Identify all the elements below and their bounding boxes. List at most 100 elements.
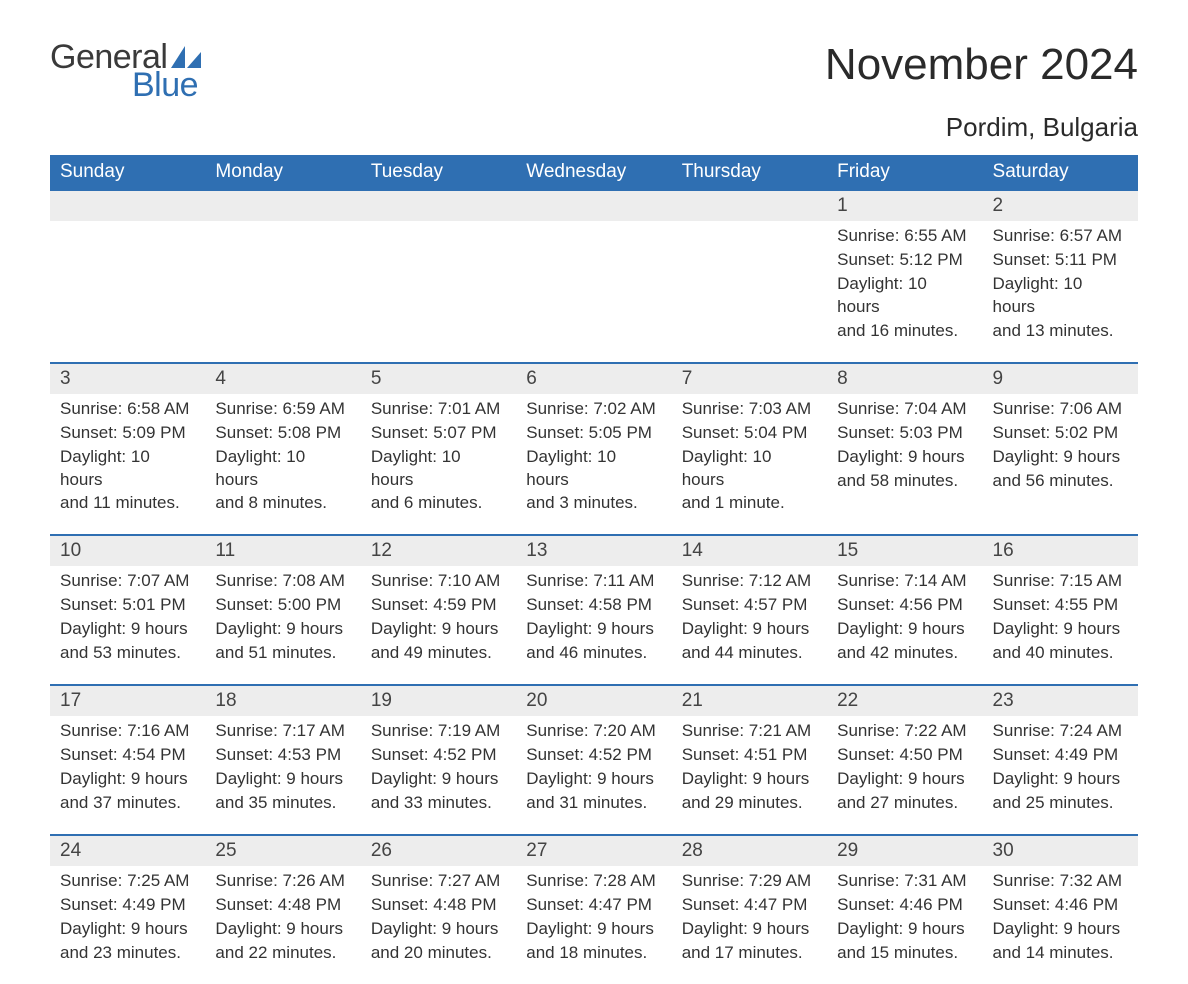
day-dl2: and 14 minutes. xyxy=(993,942,1128,965)
day-dl1: Daylight: 9 hours xyxy=(371,618,506,641)
week-details-row: Sunrise: 7:07 AMSunset: 5:01 PMDaylight:… xyxy=(50,566,1138,685)
day-dl2: and 27 minutes. xyxy=(837,792,972,815)
day-sr: Sunrise: 7:19 AM xyxy=(371,720,506,743)
day-number-cell: 8 xyxy=(827,363,982,394)
day-dl2: and 11 minutes. xyxy=(60,492,195,515)
day-dl2: and 49 minutes. xyxy=(371,642,506,665)
day-dl2: and 56 minutes. xyxy=(993,470,1128,493)
day-detail-cell: Sunrise: 7:03 AMSunset: 5:04 PMDaylight:… xyxy=(672,394,827,536)
day-number-cell: 24 xyxy=(50,835,205,866)
day-dl2: and 13 minutes. xyxy=(993,320,1128,343)
day-detail-cell: Sunrise: 7:15 AMSunset: 4:55 PMDaylight:… xyxy=(983,566,1138,685)
day-dl1: Daylight: 10 hours xyxy=(682,446,817,492)
day-dl2: and 51 minutes. xyxy=(215,642,350,665)
week-details-row: Sunrise: 6:58 AMSunset: 5:09 PMDaylight:… xyxy=(50,394,1138,536)
day-dl1: Daylight: 9 hours xyxy=(526,918,661,941)
day-number-cell: 18 xyxy=(205,685,360,716)
brand-logo: General Blue xyxy=(50,40,201,102)
week-daynum-row: 12 xyxy=(50,190,1138,221)
day-ss: Sunset: 5:00 PM xyxy=(215,594,350,617)
day-dl2: and 40 minutes. xyxy=(993,642,1128,665)
day-number-cell: 1 xyxy=(827,190,982,221)
day-ss: Sunset: 4:55 PM xyxy=(993,594,1128,617)
day-number-cell: 29 xyxy=(827,835,982,866)
day-number-cell: 14 xyxy=(672,535,827,566)
day-dl1: Daylight: 9 hours xyxy=(60,768,195,791)
day-detail-cell xyxy=(516,221,671,363)
day-number-cell: 9 xyxy=(983,363,1138,394)
day-ss: Sunset: 4:48 PM xyxy=(215,894,350,917)
day-sr: Sunrise: 7:08 AM xyxy=(215,570,350,593)
day-number-cell: 5 xyxy=(361,363,516,394)
day-detail-cell: Sunrise: 7:16 AMSunset: 4:54 PMDaylight:… xyxy=(50,716,205,835)
day-dl2: and 17 minutes. xyxy=(682,942,817,965)
day-number-cell: 26 xyxy=(361,835,516,866)
weekday-header: Tuesday xyxy=(361,155,516,190)
day-sr: Sunrise: 6:57 AM xyxy=(993,225,1128,248)
day-dl2: and 31 minutes. xyxy=(526,792,661,815)
day-sr: Sunrise: 6:58 AM xyxy=(60,398,195,421)
day-detail-cell: Sunrise: 7:02 AMSunset: 5:05 PMDaylight:… xyxy=(516,394,671,536)
day-detail-cell: Sunrise: 7:01 AMSunset: 5:07 PMDaylight:… xyxy=(361,394,516,536)
brand-sail-icon xyxy=(171,46,201,68)
day-dl1: Daylight: 9 hours xyxy=(993,618,1128,641)
day-dl1: Daylight: 10 hours xyxy=(60,446,195,492)
day-number-cell: 10 xyxy=(50,535,205,566)
day-number-cell: 30 xyxy=(983,835,1138,866)
day-detail-cell: Sunrise: 7:21 AMSunset: 4:51 PMDaylight:… xyxy=(672,716,827,835)
day-sr: Sunrise: 7:07 AM xyxy=(60,570,195,593)
day-dl1: Daylight: 9 hours xyxy=(682,918,817,941)
day-dl1: Daylight: 10 hours xyxy=(526,446,661,492)
day-dl2: and 23 minutes. xyxy=(60,942,195,965)
day-dl2: and 1 minute. xyxy=(682,492,817,515)
day-dl1: Daylight: 9 hours xyxy=(371,918,506,941)
header: General Blue November 2024 xyxy=(50,40,1138,102)
weekday-header: Saturday xyxy=(983,155,1138,190)
day-detail-cell: Sunrise: 7:25 AMSunset: 4:49 PMDaylight:… xyxy=(50,866,205,984)
day-dl2: and 37 minutes. xyxy=(60,792,195,815)
day-number-cell: 19 xyxy=(361,685,516,716)
weekday-header: Thursday xyxy=(672,155,827,190)
day-detail-cell: Sunrise: 7:11 AMSunset: 4:58 PMDaylight:… xyxy=(516,566,671,685)
week-daynum-row: 3456789 xyxy=(50,363,1138,394)
day-ss: Sunset: 4:53 PM xyxy=(215,744,350,767)
day-detail-cell: Sunrise: 7:07 AMSunset: 5:01 PMDaylight:… xyxy=(50,566,205,685)
day-number-cell: 20 xyxy=(516,685,671,716)
day-ss: Sunset: 5:12 PM xyxy=(837,249,972,272)
day-ss: Sunset: 5:05 PM xyxy=(526,422,661,445)
day-sr: Sunrise: 7:22 AM xyxy=(837,720,972,743)
day-dl1: Daylight: 9 hours xyxy=(526,618,661,641)
day-dl2: and 18 minutes. xyxy=(526,942,661,965)
day-detail-cell: Sunrise: 7:24 AMSunset: 4:49 PMDaylight:… xyxy=(983,716,1138,835)
day-dl1: Daylight: 9 hours xyxy=(215,918,350,941)
day-ss: Sunset: 4:54 PM xyxy=(60,744,195,767)
day-number-cell: 2 xyxy=(983,190,1138,221)
day-ss: Sunset: 4:57 PM xyxy=(682,594,817,617)
day-dl2: and 15 minutes. xyxy=(837,942,972,965)
day-dl1: Daylight: 9 hours xyxy=(993,768,1128,791)
day-sr: Sunrise: 7:04 AM xyxy=(837,398,972,421)
day-sr: Sunrise: 7:15 AM xyxy=(993,570,1128,593)
day-dl2: and 22 minutes. xyxy=(215,942,350,965)
weekday-header: Wednesday xyxy=(516,155,671,190)
day-sr: Sunrise: 7:26 AM xyxy=(215,870,350,893)
day-number-cell xyxy=(50,190,205,221)
day-ss: Sunset: 4:52 PM xyxy=(371,744,506,767)
day-detail-cell xyxy=(672,221,827,363)
day-ss: Sunset: 4:51 PM xyxy=(682,744,817,767)
day-dl1: Daylight: 9 hours xyxy=(682,768,817,791)
day-ss: Sunset: 5:09 PM xyxy=(60,422,195,445)
day-detail-cell: Sunrise: 7:17 AMSunset: 4:53 PMDaylight:… xyxy=(205,716,360,835)
day-ss: Sunset: 5:07 PM xyxy=(371,422,506,445)
day-detail-cell: Sunrise: 6:58 AMSunset: 5:09 PMDaylight:… xyxy=(50,394,205,536)
day-number-cell: 22 xyxy=(827,685,982,716)
day-sr: Sunrise: 7:29 AM xyxy=(682,870,817,893)
day-number-cell: 16 xyxy=(983,535,1138,566)
day-detail-cell: Sunrise: 7:20 AMSunset: 4:52 PMDaylight:… xyxy=(516,716,671,835)
weekday-header: Sunday xyxy=(50,155,205,190)
day-dl1: Daylight: 9 hours xyxy=(837,618,972,641)
day-number-cell: 3 xyxy=(50,363,205,394)
day-detail-cell xyxy=(361,221,516,363)
day-number-cell: 12 xyxy=(361,535,516,566)
day-dl2: and 58 minutes. xyxy=(837,470,972,493)
